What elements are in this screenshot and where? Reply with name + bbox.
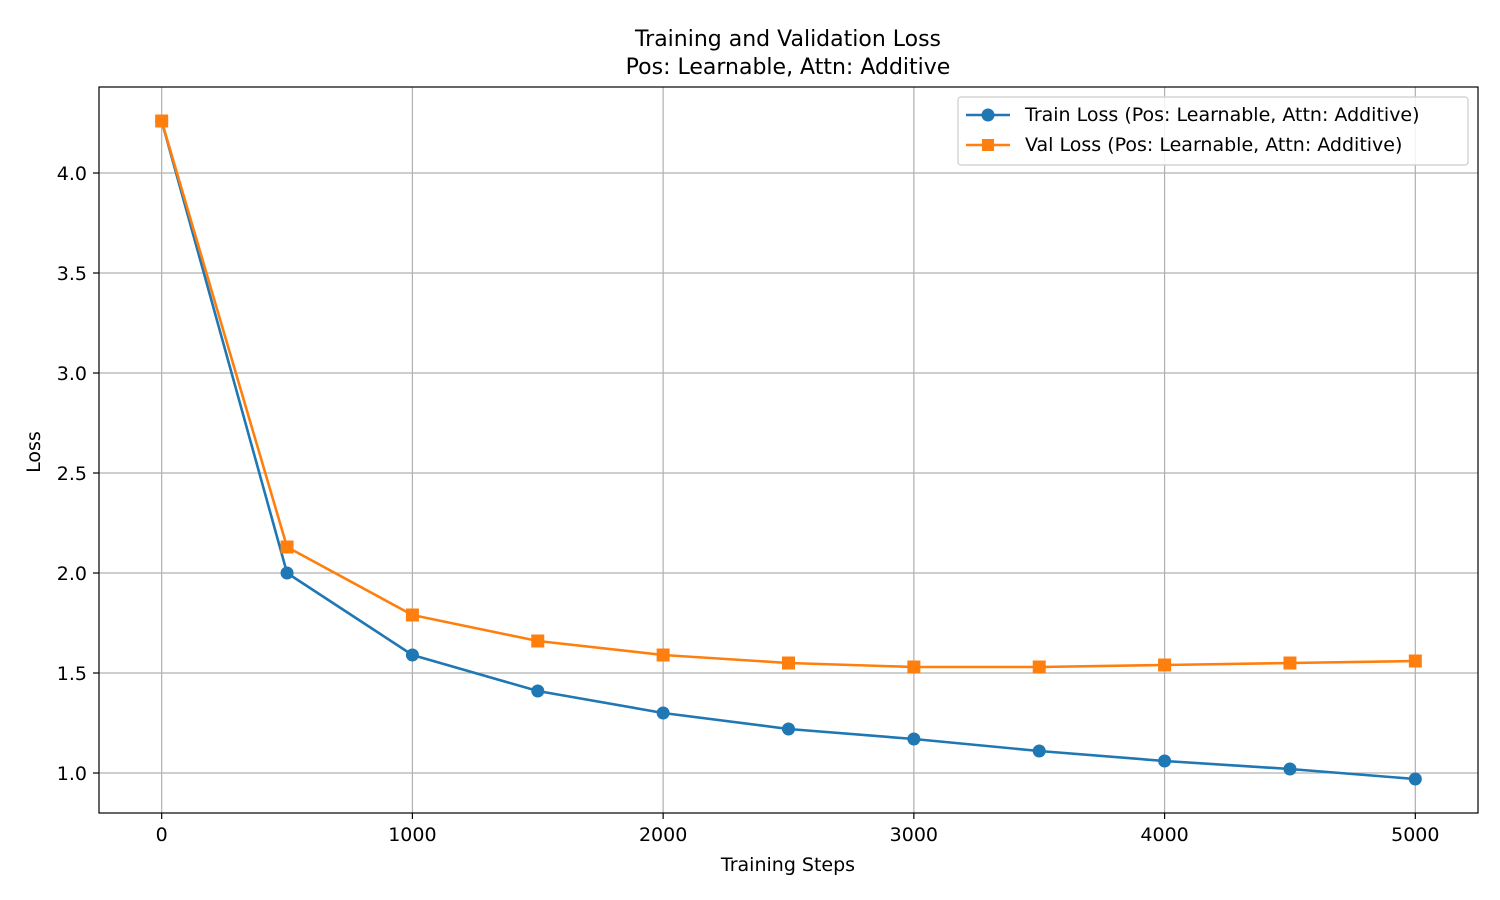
- train-loss-point: [1158, 754, 1172, 768]
- chart-subtitle: Pos: Learnable, Attn: Additive: [626, 55, 951, 80]
- train-loss-point: [656, 706, 670, 720]
- val-loss-point: [782, 656, 795, 670]
- train-loss-line: [160, 120, 1416, 781]
- y-tick-label: 4.0: [57, 163, 87, 185]
- val-loss-point: [1283, 656, 1297, 670]
- x-axis-ticks: 0 1000 2000 3000 4000 5000: [156, 813, 1439, 846]
- train-loss-point: [405, 648, 419, 662]
- y-tick-label: 3.0: [57, 363, 87, 385]
- series-layer: [155, 114, 1422, 786]
- train-loss-point: [531, 684, 545, 698]
- legend-train-label: Train Loss (Pos: Learnable, Attn: Additi…: [1024, 104, 1420, 126]
- train-loss-point: [1283, 762, 1297, 776]
- train-loss-point: [907, 732, 921, 746]
- y-axis-label: Loss: [23, 431, 45, 473]
- legend-box: [957, 96, 1469, 166]
- legend-train-marker: [981, 108, 995, 122]
- val-loss-line: [160, 120, 1416, 669]
- y-tick-label: 1.0: [57, 763, 87, 785]
- val-loss-point: [907, 660, 921, 674]
- x-tick-label: 2000: [639, 824, 687, 846]
- train-loss-point: [280, 566, 294, 580]
- y-tick-label: 3.5: [57, 263, 87, 285]
- train-loss-point: [1408, 772, 1422, 786]
- x-tick-label: 0: [156, 824, 168, 846]
- x-tick-label: 5000: [1391, 824, 1439, 846]
- val-loss-point: [280, 540, 294, 554]
- val-loss-point: [531, 634, 545, 648]
- train-loss-point: [782, 722, 795, 736]
- x-axis-label: Training Steps: [720, 854, 855, 876]
- val-loss-point: [405, 608, 419, 622]
- x-tick-label: 4000: [1140, 824, 1188, 846]
- y-tick-label: 2.5: [57, 463, 87, 485]
- legend-val-label: Val Loss (Pos: Learnable, Attn: Additive…: [1025, 134, 1402, 156]
- y-tick-label: 1.5: [57, 663, 87, 685]
- val-loss-point: [1158, 658, 1172, 672]
- plot-frame: [98, 86, 1479, 814]
- train-loss-point: [1032, 744, 1046, 758]
- legend-val-marker: [982, 139, 994, 151]
- val-loss-point: [155, 114, 169, 128]
- grid: [99, 87, 1478, 813]
- x-tick-label: 1000: [388, 824, 436, 846]
- x-tick-label: 3000: [890, 824, 938, 846]
- chart-title: Training and Validation Loss: [634, 27, 941, 52]
- legend: Train Loss (Pos: Learnable, Attn: Additi…: [957, 96, 1469, 166]
- y-axis-ticks: 1.0 1.5 2.0 2.5 3.0 3.5 4.0: [57, 163, 99, 785]
- val-loss-point: [1032, 660, 1046, 674]
- val-loss-point: [1408, 654, 1422, 668]
- y-tick-label: 2.0: [57, 563, 87, 585]
- val-loss-point: [656, 648, 670, 662]
